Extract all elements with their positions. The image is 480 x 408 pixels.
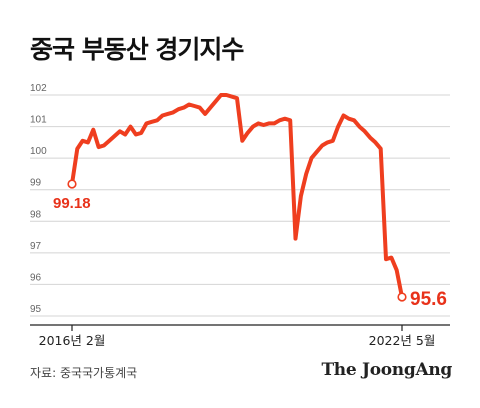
data-label: 95.6 (410, 289, 447, 310)
endpoint-marker (397, 292, 407, 302)
endpoint-marker (67, 179, 77, 189)
y-tick-label: 95 (30, 304, 42, 315)
x-tick-label: 2022년 5월 (369, 333, 436, 348)
series-line (70, 93, 404, 300)
x-axis: 2016년 2월 2022년 5월 (30, 324, 450, 348)
y-tick-label: 101 (30, 115, 47, 126)
data-labels: 99.18 95.6 (53, 179, 447, 310)
x-tick-label: 2016년 2월 (39, 333, 106, 348)
y-tick-label: 102 (30, 83, 47, 94)
data-series (70, 93, 404, 300)
y-tick-label: 97 (30, 241, 42, 252)
grid-lines (30, 94, 450, 317)
y-tick-label: 100 (30, 146, 47, 157)
y-axis-ticks: 95 96 97 98 99 100 101 102 (30, 83, 47, 315)
chart-title: 중국 부동산 경기지수 (30, 35, 244, 64)
data-label: 99.18 (53, 195, 91, 212)
y-tick-label: 99 (30, 178, 42, 189)
y-tick-label: 96 (30, 272, 42, 283)
brand-logo: The JoongAng (321, 360, 452, 380)
source-note: 자료: 중국국가통계국 (30, 366, 138, 380)
y-tick-label: 98 (30, 209, 42, 220)
